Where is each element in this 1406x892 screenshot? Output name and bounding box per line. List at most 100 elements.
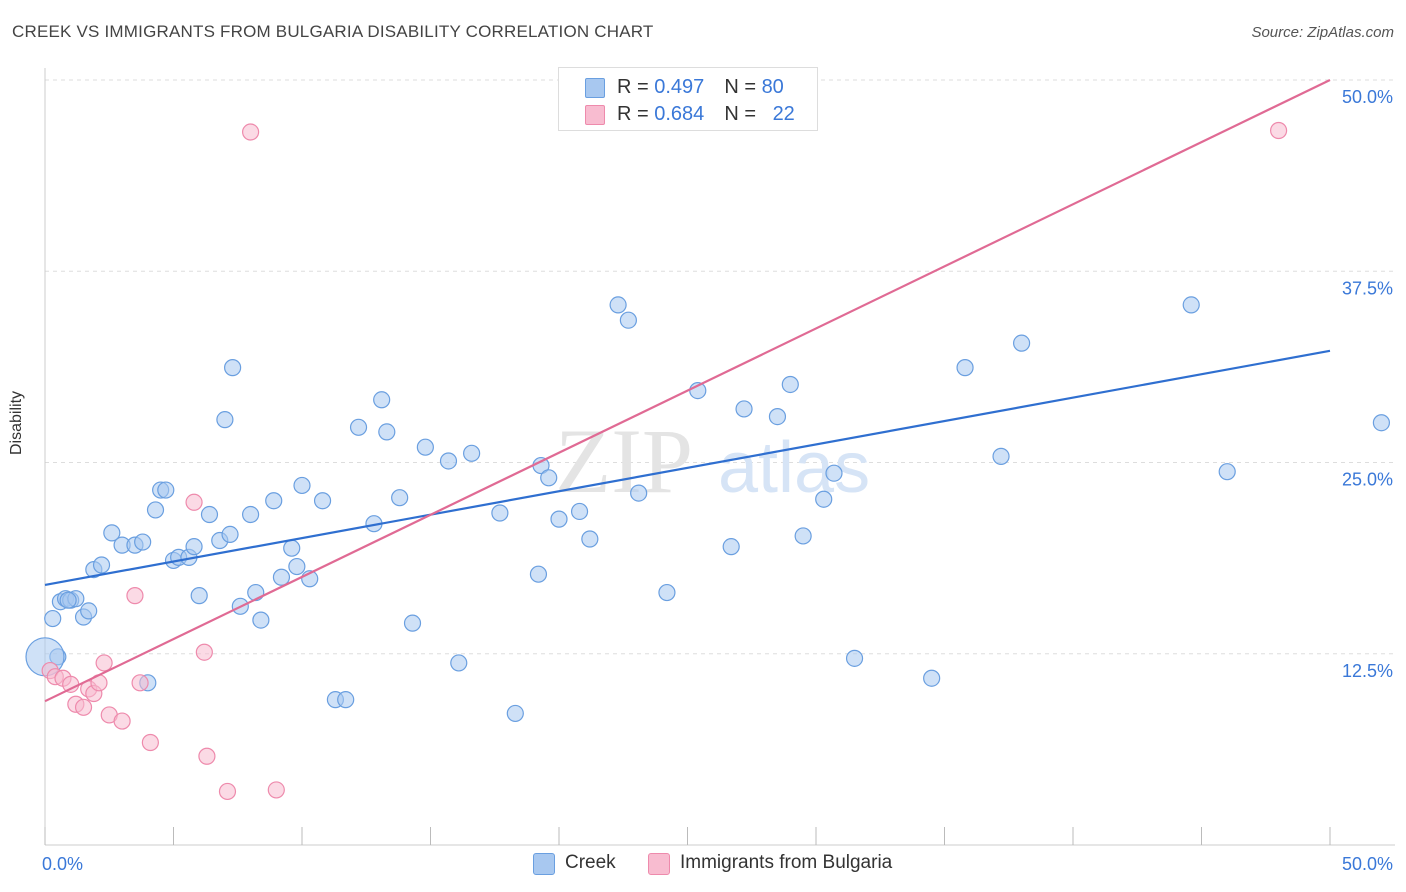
creek-point	[224, 359, 242, 377]
creek-point	[540, 469, 558, 487]
creek-point	[491, 504, 509, 522]
creek-point	[200, 505, 219, 524]
r-value: 0.684	[654, 103, 705, 125]
axes	[44, 68, 1395, 846]
creek-point	[581, 530, 599, 548]
creek-point	[190, 587, 208, 605]
creek-point	[1218, 463, 1236, 481]
creek-point	[1182, 296, 1200, 314]
y-tick-label: 25.0%	[1342, 470, 1393, 490]
bulgaria-point	[131, 674, 149, 692]
r-label: R =	[617, 103, 655, 125]
creek-point	[506, 704, 524, 723]
creek-point	[722, 538, 740, 556]
bulgaria-point	[113, 712, 131, 730]
stats-legend: R = 0.497 N = 80 R = 0.684 N = 22	[558, 67, 818, 131]
creek-point	[293, 476, 311, 495]
chart-title: CREEK VS IMMIGRANTS FROM BULGARIA DISABI…	[12, 22, 654, 41]
n-label: N =	[724, 103, 762, 125]
n-label: N =	[724, 76, 762, 98]
series-legend: Creek Immigrants from Bulgaria	[0, 852, 1406, 876]
creek-point	[463, 444, 481, 462]
creek-point	[272, 568, 291, 586]
bulgaria-point	[141, 733, 159, 752]
creek-point	[450, 654, 468, 672]
y-tick-label: 37.5%	[1342, 278, 1393, 298]
creek-point	[439, 452, 458, 470]
n-value: 80	[761, 76, 784, 98]
creek-point	[815, 490, 833, 508]
creek-point	[630, 484, 648, 502]
creek-point	[956, 359, 974, 377]
creek-stats: R = 0.497 N = 80	[617, 76, 784, 99]
creek-point	[373, 391, 391, 409]
creek-point	[1012, 334, 1031, 352]
creek-point	[845, 649, 864, 667]
creek-point	[825, 464, 843, 482]
creek-point	[378, 423, 396, 441]
creek-point	[80, 602, 98, 620]
creek-point	[349, 418, 368, 436]
creek-point	[185, 538, 203, 556]
creek-point	[609, 296, 627, 314]
x-tick-label: 0.0%	[42, 854, 83, 874]
legend-label-bulgaria: Immigrants from Bulgaria	[680, 852, 893, 873]
bulgaria-point	[74, 698, 93, 716]
gridlines	[45, 79, 1395, 655]
creek-swatch	[585, 78, 605, 98]
creek-point	[216, 411, 234, 429]
creek-point	[794, 527, 812, 545]
creek-point	[391, 489, 409, 507]
creek-point	[252, 611, 270, 629]
creek-point	[735, 400, 753, 418]
creek-point	[134, 533, 152, 551]
source-label: Source: ZipAtlas.com	[1251, 24, 1394, 41]
creek-point	[658, 583, 676, 602]
creek-point	[992, 447, 1010, 465]
creek-point	[768, 408, 787, 426]
x-tick-label: 50.0%	[1342, 854, 1393, 874]
creek-point	[242, 505, 260, 524]
y-tick-label: 50.0%	[1342, 87, 1393, 107]
creek-point	[103, 524, 121, 542]
creek-point	[923, 669, 941, 687]
creek-point	[265, 492, 283, 510]
creek-point	[1372, 414, 1391, 432]
creek-point	[44, 609, 62, 628]
bulgaria-trend-line	[44, 79, 1331, 703]
bulgaria-point	[195, 643, 213, 661]
tick-labels: 12.5% 25.0% 37.5% 50.0% 0.0% 50.0%	[42, 87, 1393, 874]
creek-point	[146, 501, 165, 519]
creek-point	[619, 311, 637, 329]
creek-point	[288, 557, 306, 576]
watermark: ZIP atlas	[555, 410, 870, 512]
bulgaria-point	[185, 493, 203, 511]
creek-point	[313, 492, 332, 510]
bulgaria-point	[242, 123, 260, 141]
creek-point	[416, 438, 434, 456]
bulgaria-point	[267, 781, 285, 799]
creek-point	[550, 510, 568, 528]
r-value: 0.497	[654, 76, 705, 98]
bulgaria-point	[1269, 121, 1288, 140]
bulgaria-point	[198, 747, 216, 765]
creek-point	[221, 525, 239, 544]
r-label: R =	[617, 76, 655, 98]
series-bulgaria-points	[41, 121, 1288, 801]
creek-point	[403, 614, 422, 632]
creek-point	[781, 375, 799, 394]
bulgaria-point	[95, 654, 113, 672]
creek-swatch	[533, 853, 555, 875]
creek-point	[570, 502, 589, 521]
bulgaria-stats: R = 0.684 N = 22	[617, 103, 795, 126]
creek-point	[337, 691, 355, 709]
creek-point	[157, 481, 175, 499]
bulgaria-point	[218, 782, 237, 801]
creek-point	[92, 556, 111, 574]
bulgaria-swatch	[585, 105, 605, 125]
y-tick-label: 12.5%	[1342, 661, 1393, 681]
bulgaria-point	[126, 587, 144, 605]
trend-lines	[44, 79, 1331, 703]
watermark-atlas: atlas	[718, 428, 870, 508]
